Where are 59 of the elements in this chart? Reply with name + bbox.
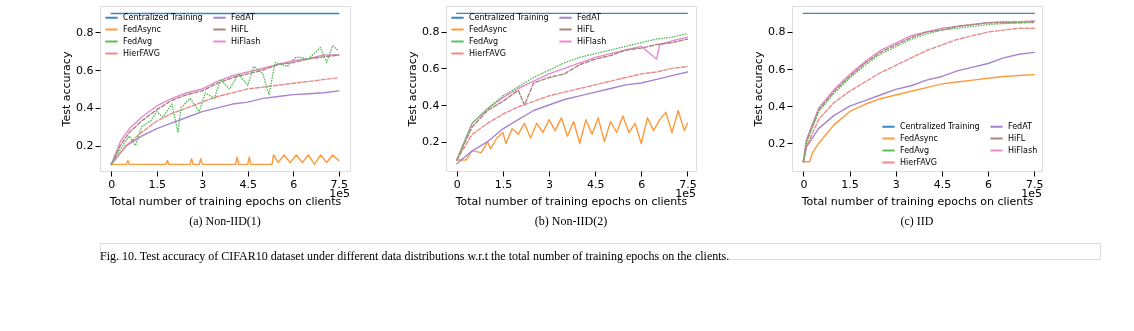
legend-label: HiFlash	[1008, 145, 1038, 155]
x-tick-label: 3	[892, 177, 900, 191]
legend-label: HiFL	[1008, 133, 1026, 143]
legend-label: HierFAVG	[900, 157, 937, 167]
y-tick-label: 0.6	[768, 62, 786, 76]
text: (c) IID	[900, 214, 934, 228]
line-series	[110, 154, 340, 166]
legend-label: HiFL	[231, 24, 249, 34]
legend-label: FedAsync	[900, 133, 939, 143]
x-tick-label: 4.5	[586, 177, 605, 191]
line-series	[802, 73, 1035, 163]
x-tick-label: 0	[800, 177, 808, 191]
legend-label: FedAT	[577, 12, 602, 22]
y-tick-label: 0.2	[768, 136, 786, 150]
y-tick-label: 0.6	[76, 63, 94, 77]
x-tick-label: 3	[199, 177, 207, 191]
x-tick-label: 6	[290, 177, 298, 191]
y-tick-label: 0.4	[76, 101, 94, 115]
y-tick-label: 0.4	[768, 99, 786, 113]
y-tick-label: 0.8	[422, 25, 440, 39]
y-tick-label: 0.8	[76, 25, 94, 39]
x-tick-label: 3	[546, 177, 554, 191]
x-tick-label: 0	[108, 177, 116, 191]
text: (b) Non-IID(2)	[534, 214, 608, 228]
x-tick-label: 4.5	[933, 177, 952, 191]
x-tick-label: 1.5	[148, 177, 166, 191]
y-axis-title: Test accuracy	[752, 51, 766, 128]
y-tick-label: 0.4	[422, 98, 440, 112]
legend-label: HiFL	[577, 24, 595, 34]
x-tick-label: 1.5	[841, 177, 859, 191]
legend-label: FedAvg	[123, 36, 152, 46]
y-tick-label: 0.2	[76, 139, 94, 153]
y-axis-title: Test accuracy	[60, 51, 74, 128]
legend-label: FedAvg	[900, 145, 929, 155]
legend-label: FedAsync	[469, 24, 508, 34]
legend-label: HiFlash	[231, 36, 261, 46]
legend-label: Centralized Training	[469, 12, 549, 22]
x-tick-label: 4.5	[239, 177, 257, 191]
legend-label: HierFAVG	[469, 48, 506, 58]
legend-label: FedAsync	[123, 24, 162, 34]
line-series	[456, 109, 689, 161]
y-tick-label: 0.2	[422, 135, 440, 149]
legend-label: FedAT	[231, 12, 256, 22]
legend-label: Centralized Training	[123, 12, 203, 22]
text: (a) Non-IID(1)	[189, 214, 261, 228]
legend-label: FedAvg	[469, 36, 498, 46]
x-tick-label: 0	[453, 177, 461, 191]
x-tick-label: 1.5	[494, 177, 513, 191]
caption: Fig. 10. Test accuracy of CIFAR10 dataset under different data distributions w.r.t the total number of training epochs on the clients.	[100, 249, 730, 263]
line-series	[110, 76, 340, 166]
y-tick-label: 0.8	[768, 25, 786, 39]
legend-label: HierFAVG	[123, 48, 160, 58]
legend-label: Centralized Training	[900, 121, 980, 131]
x-tick-label: 6	[985, 177, 993, 191]
legend-label: HiFlash	[577, 36, 607, 46]
y-axis-title: Test accuracy	[406, 51, 420, 128]
legend-label: FedAT	[1008, 121, 1033, 131]
x-tick-label: 6	[638, 177, 646, 191]
y-tick-label: 0.6	[422, 61, 440, 75]
